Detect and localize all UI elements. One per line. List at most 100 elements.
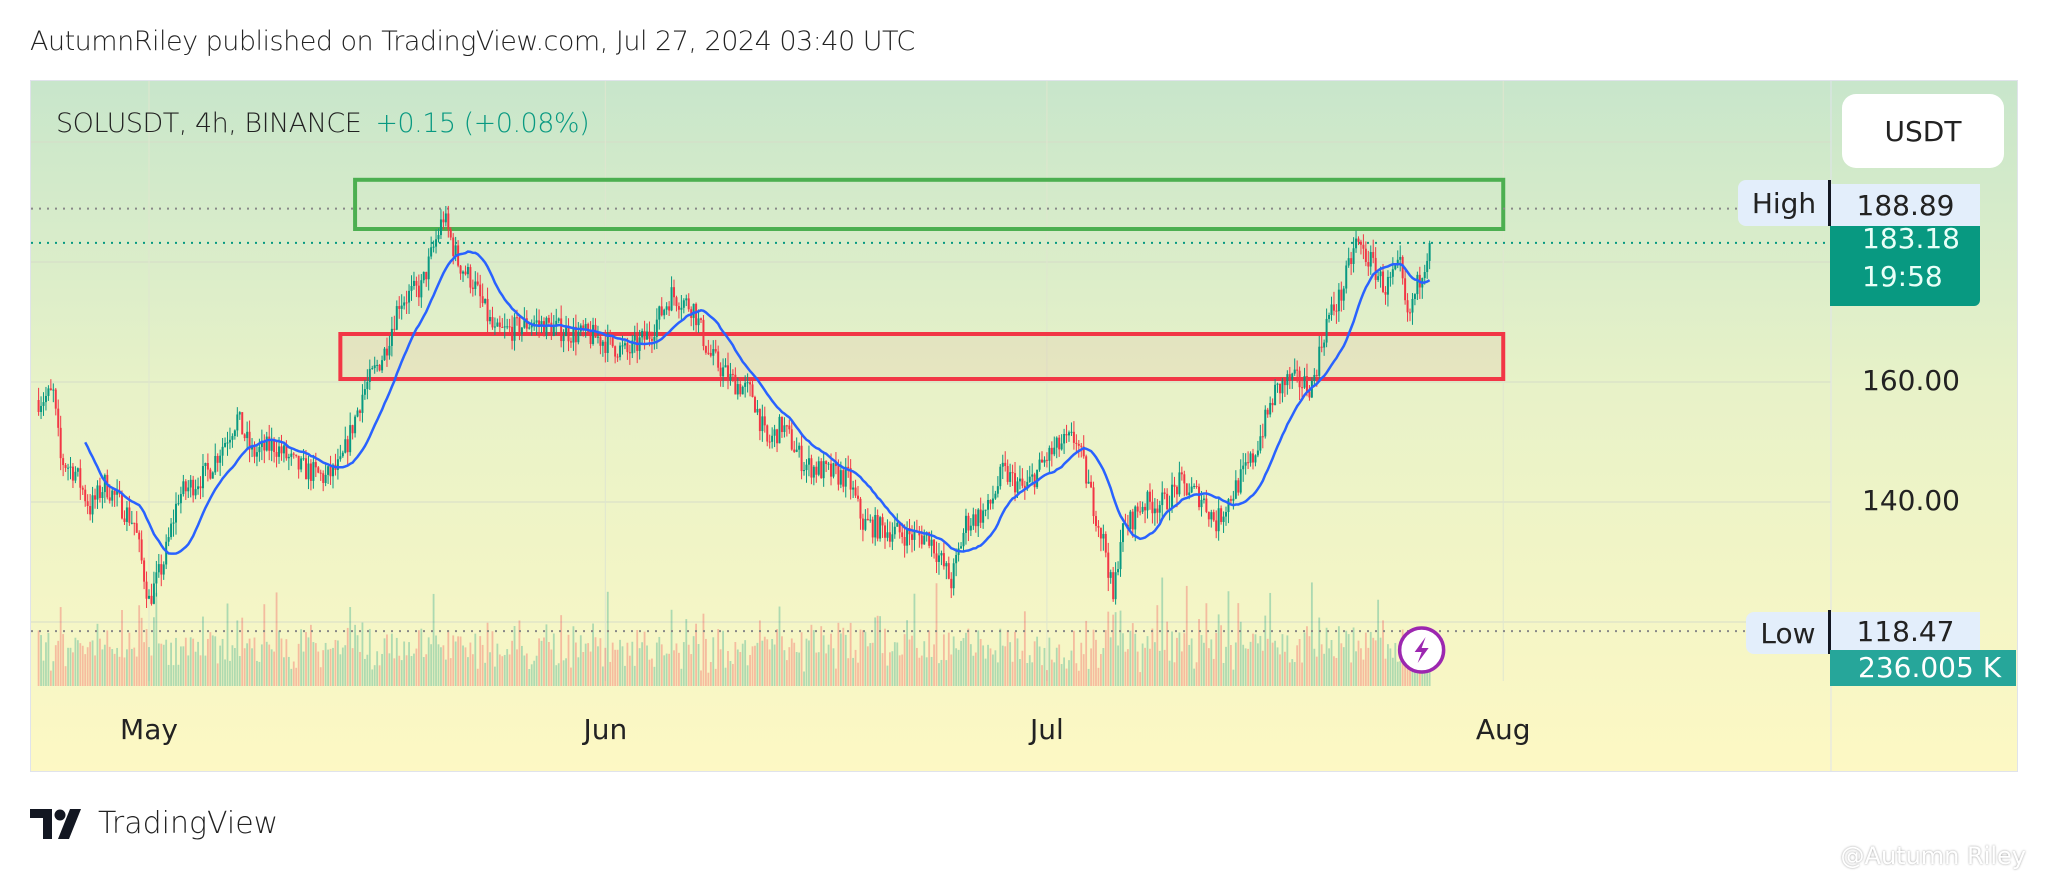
- volume-bar: [1293, 662, 1296, 686]
- volume-bar: [1222, 662, 1225, 686]
- volume-bar: [1217, 614, 1220, 686]
- last-price: 183.18: [1862, 222, 1960, 255]
- candle-body: [233, 430, 236, 437]
- candle-body: [1296, 369, 1299, 371]
- candle-body: [270, 440, 273, 451]
- candle-body: [466, 267, 469, 275]
- volume-bar: [1296, 645, 1299, 686]
- tradingview-logo-icon: [30, 808, 81, 839]
- volume-bar: [795, 652, 798, 686]
- low-divider: [1828, 610, 1831, 654]
- candle-body: [425, 271, 428, 280]
- high-value: 188.89: [1831, 184, 1980, 226]
- volume-bar: [1257, 643, 1259, 686]
- candle-body: [825, 461, 828, 464]
- volume-bar: [1107, 611, 1110, 686]
- candle-body: [420, 280, 423, 298]
- candle-body: [955, 554, 958, 564]
- candle-body: [201, 466, 204, 489]
- candle-body: [626, 343, 629, 353]
- volume-bar: [552, 633, 555, 686]
- volume-bar: [874, 617, 877, 686]
- candle-body: [481, 296, 484, 304]
- candle-body: [476, 281, 479, 285]
- candle-body: [780, 416, 783, 433]
- volume-bar: [736, 649, 739, 686]
- candle-body: [1359, 241, 1362, 245]
- volume-bar: [565, 658, 567, 686]
- candle-body: [130, 522, 133, 524]
- volume-bar: [1031, 662, 1034, 686]
- volume-bar: [229, 660, 231, 686]
- candle-body: [160, 564, 163, 575]
- volume-bar: [157, 643, 160, 686]
- volume-bar: [1097, 667, 1100, 686]
- candle-body: [1350, 258, 1353, 264]
- candle-body: [1247, 462, 1250, 464]
- volume-bar: [45, 642, 47, 686]
- candle-body: [219, 455, 222, 463]
- volume-bar: [285, 639, 288, 686]
- candle-body: [964, 515, 967, 533]
- candle-body: [336, 459, 339, 470]
- volume-bar: [398, 655, 401, 686]
- volume-bar: [1232, 669, 1235, 686]
- candle-body: [216, 455, 219, 463]
- volume-bar: [1374, 640, 1377, 686]
- candle-body: [869, 519, 872, 521]
- candle-body: [251, 446, 254, 450]
- volume-bar: [1335, 657, 1338, 686]
- volume-bar: [305, 631, 307, 686]
- candle-body: [660, 306, 663, 316]
- candle-body: [378, 364, 381, 371]
- volume-bar: [1190, 638, 1193, 686]
- candle-body: [1367, 262, 1370, 267]
- candle-body: [332, 464, 334, 477]
- candle-body: [113, 490, 116, 495]
- candle-body: [776, 429, 779, 444]
- candle-body: [1399, 256, 1402, 260]
- volume-bar: [1328, 648, 1330, 686]
- candle-body: [1114, 572, 1117, 600]
- volume-bar: [172, 665, 175, 686]
- chart-area[interactable]: May Jun Jul Aug: [30, 80, 2018, 772]
- volume-bar: [332, 647, 334, 686]
- price-chart[interactable]: May Jun Jul Aug: [31, 81, 2017, 771]
- volume-bar: [825, 653, 828, 686]
- candle-body: [150, 595, 153, 604]
- volume-bar: [614, 649, 617, 686]
- volume-bar: [1391, 657, 1394, 686]
- candle-body: [432, 246, 435, 248]
- tradingview-logo[interactable]: TradingView: [30, 806, 278, 841]
- volume-bar: [1058, 644, 1061, 686]
- candle-body: [128, 507, 131, 523]
- volume-bar: [1166, 621, 1169, 686]
- volume-bar: [812, 630, 815, 686]
- volume-bar: [731, 663, 734, 686]
- candle-body: [1144, 506, 1147, 511]
- volume-bar: [1158, 650, 1161, 686]
- candle-body: [44, 395, 47, 403]
- volume-bar: [133, 647, 136, 686]
- candle-body: [1406, 300, 1409, 313]
- volume-bar: [881, 653, 884, 686]
- volume-bar: [1271, 642, 1274, 686]
- low-value: 118.47: [1831, 612, 1980, 650]
- symbol-label: SOLUSDT, 4h, BINANCE: [56, 108, 362, 139]
- candle-body: [1305, 376, 1308, 392]
- volume-bar: [1026, 663, 1029, 686]
- candle-body: [214, 455, 217, 473]
- candle-body: [756, 408, 759, 413]
- candle-body: [300, 458, 303, 470]
- candle-body: [49, 388, 52, 391]
- volume-bar: [898, 655, 901, 686]
- volume-bar: [567, 634, 570, 686]
- currency-button[interactable]: USDT: [1842, 94, 2004, 168]
- volume-bar: [40, 635, 42, 686]
- volume-bar: [506, 649, 509, 686]
- candle-body: [1291, 373, 1294, 380]
- volume-bar: [960, 640, 962, 686]
- volume-bar: [889, 652, 891, 686]
- volume-bar: [1396, 661, 1399, 686]
- volume-bar: [1212, 658, 1215, 686]
